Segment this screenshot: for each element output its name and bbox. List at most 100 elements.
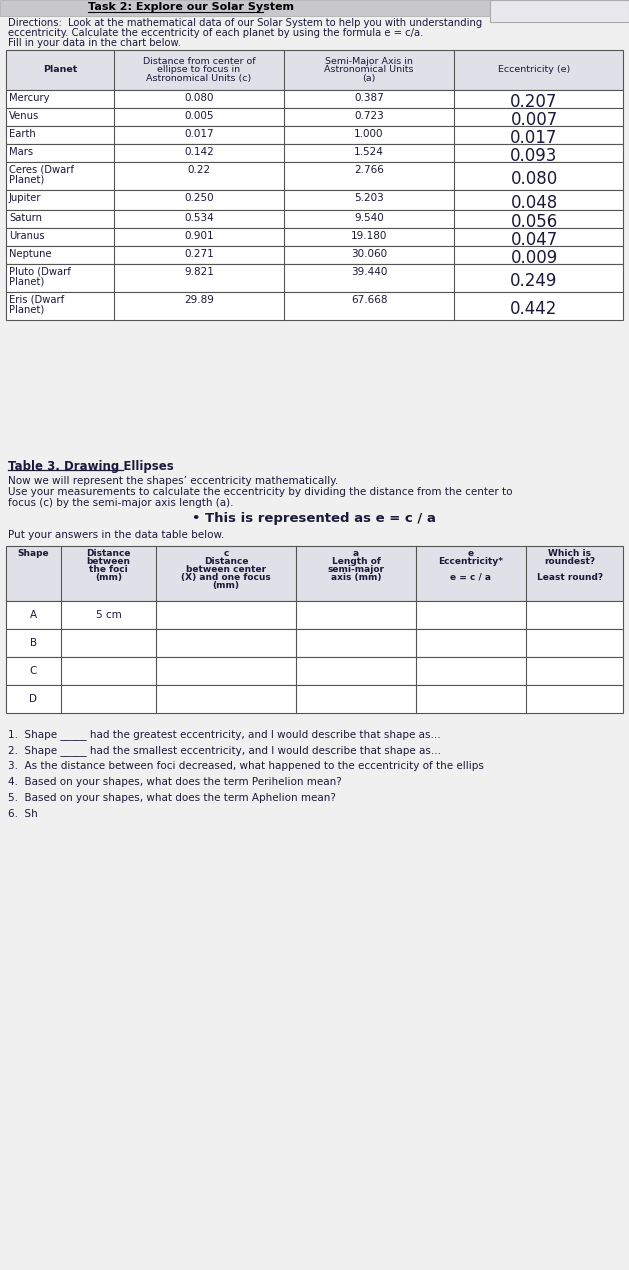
Text: 0.047: 0.047 (510, 231, 558, 249)
Text: 0.207: 0.207 (510, 93, 558, 110)
Text: Shape: Shape (18, 549, 49, 558)
Bar (6, 190, 623, 210)
Text: 2.766: 2.766 (354, 165, 384, 175)
Text: A: A (30, 610, 37, 620)
Text: 0.723: 0.723 (354, 110, 384, 121)
Text: roundest?: roundest? (545, 558, 596, 566)
Text: 1.524: 1.524 (354, 147, 384, 157)
Text: Uranus: Uranus (9, 231, 45, 241)
Text: 0.249: 0.249 (510, 272, 558, 290)
Bar (6, 264, 623, 292)
Text: Planet): Planet) (9, 174, 44, 184)
Text: 0.007: 0.007 (510, 110, 558, 130)
Text: Distance: Distance (204, 558, 248, 566)
Text: Distance: Distance (86, 549, 131, 558)
Text: 0.093: 0.093 (510, 147, 558, 165)
Text: (a): (a) (362, 75, 376, 84)
Bar (6, 50, 623, 90)
Text: Planet: Planet (43, 66, 77, 75)
Text: 0.534: 0.534 (184, 213, 214, 224)
Bar (6, 601, 623, 629)
Text: Now we will represent the shapes’ eccentricity mathematically.: Now we will represent the shapes’ eccent… (8, 476, 338, 486)
Text: Which is: Which is (548, 549, 591, 558)
Bar (6, 90, 623, 108)
Text: 30.060: 30.060 (351, 249, 387, 259)
Text: between center: between center (186, 565, 266, 574)
Text: eccentricity. Calculate the eccentricity of each planet by using the formula e =: eccentricity. Calculate the eccentricity… (8, 28, 423, 38)
Text: ellipse to focus in: ellipse to focus in (157, 66, 240, 75)
Text: Jupiter: Jupiter (9, 193, 42, 203)
Text: Eccentricity*: Eccentricity* (438, 558, 503, 566)
Bar (6, 546, 623, 601)
Text: 9.821: 9.821 (184, 267, 214, 277)
Text: D: D (30, 693, 38, 704)
Text: Eris (Dwarf: Eris (Dwarf (9, 295, 64, 305)
Text: 0.080: 0.080 (184, 93, 214, 103)
Text: 6.  Sh: 6. Sh (8, 809, 38, 819)
Text: Neptune: Neptune (9, 249, 52, 259)
Text: 0.056: 0.056 (510, 213, 558, 231)
Text: (X) and one focus: (X) and one focus (181, 573, 271, 582)
Text: 0.080: 0.080 (510, 170, 558, 188)
Text: Mars: Mars (9, 147, 33, 157)
Bar (6, 108, 623, 126)
Text: Planet): Planet) (9, 304, 44, 314)
Text: Semi-Major Axis in: Semi-Major Axis in (325, 56, 413, 66)
Bar (0, 450, 629, 1270)
Text: 0.009: 0.009 (510, 249, 558, 267)
Text: Saturn: Saturn (9, 213, 42, 224)
Bar (6, 657, 623, 685)
Text: e: e (468, 549, 474, 558)
Text: 4.  Based on your shapes, what does the term Perihelion mean?: 4. Based on your shapes, what does the t… (8, 777, 342, 787)
Text: Ceres (Dwarf: Ceres (Dwarf (9, 165, 74, 175)
Text: (mm): (mm) (95, 573, 122, 582)
Bar (6, 126, 623, 144)
Text: 0.017: 0.017 (510, 130, 558, 147)
Text: • This is represented as e = c / a: • This is represented as e = c / a (192, 512, 436, 525)
Text: 5.  Based on your shapes, what does the term Aphelion mean?: 5. Based on your shapes, what does the t… (8, 792, 336, 803)
Text: a: a (353, 549, 359, 558)
Bar (6, 163, 623, 190)
Bar (0, 0, 629, 17)
Text: 29.89: 29.89 (184, 295, 214, 305)
Text: 1.  Shape _____ had the greatest eccentricity, and I would describe that shape a: 1. Shape _____ had the greatest eccentri… (8, 729, 441, 740)
Text: Use your measurements to calculate the eccentricity by dividing the distance fro: Use your measurements to calculate the e… (8, 486, 513, 497)
Text: 0.048: 0.048 (510, 194, 558, 212)
Text: Table 3. Drawing Ellipses: Table 3. Drawing Ellipses (8, 460, 174, 472)
Text: the foci: the foci (89, 565, 128, 574)
Text: Length of: Length of (331, 558, 381, 566)
Text: Earth: Earth (9, 130, 36, 138)
Text: Directions:  Look at the mathematical data of our Solar System to help you with : Directions: Look at the mathematical dat… (8, 18, 482, 28)
Text: 3.  As the distance between foci decreased, what happened to the eccentricity of: 3. As the distance between foci decrease… (8, 761, 484, 771)
Text: c: c (223, 549, 229, 558)
Text: 39.440: 39.440 (351, 267, 387, 277)
Bar (0, 0, 629, 460)
Text: Eccentricity (e): Eccentricity (e) (498, 66, 570, 75)
Text: Put your answers in the data table below.: Put your answers in the data table below… (8, 530, 225, 540)
Bar (6, 229, 623, 246)
Text: Least round?: Least round? (537, 573, 603, 582)
Text: e = c / a: e = c / a (450, 573, 491, 582)
Text: 0.005: 0.005 (184, 110, 214, 121)
Text: B: B (30, 638, 37, 648)
Text: Task 2: Explore our Solar System: Task 2: Explore our Solar System (88, 3, 294, 11)
Text: 0.22: 0.22 (187, 165, 211, 175)
Text: 67.668: 67.668 (351, 295, 387, 305)
Text: Astronomical Units (c): Astronomical Units (c) (147, 75, 252, 84)
Text: 19.180: 19.180 (351, 231, 387, 241)
Text: 5.203: 5.203 (354, 193, 384, 203)
Text: Venus: Venus (9, 110, 39, 121)
Text: 0.250: 0.250 (184, 193, 214, 203)
Text: axis (mm): axis (mm) (331, 573, 381, 582)
Text: Pluto (Dwarf: Pluto (Dwarf (9, 267, 71, 277)
Text: C: C (30, 665, 37, 676)
Bar (6, 629, 623, 657)
Text: 0.142: 0.142 (184, 147, 214, 157)
Text: Astronomical Units: Astronomical Units (325, 66, 414, 75)
Text: Planet): Planet) (9, 276, 44, 286)
Bar (6, 144, 623, 163)
Bar (6, 210, 623, 229)
Text: Mercury: Mercury (9, 93, 50, 103)
Bar (6, 246, 623, 264)
Text: 0.387: 0.387 (354, 93, 384, 103)
